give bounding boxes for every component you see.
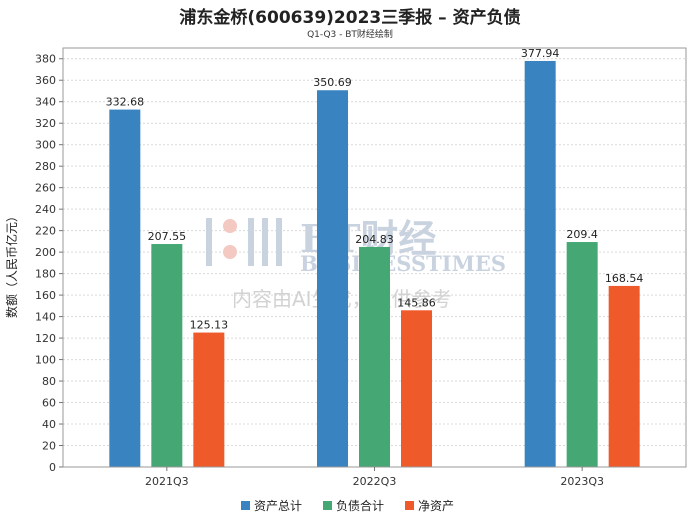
y-tick-label: 320 [35,117,56,130]
bar-0-2 [524,60,556,468]
y-tick-label: 0 [49,461,56,474]
bar-1-0 [151,244,183,467]
bar-1-1 [359,246,390,467]
data-labels: 332.68 207.55 125.13 350.69 204.83 145.86 377.… [106,47,644,332]
y-tick-label: 160 [35,289,56,302]
legend: 资产总计 负债合计 净资产 [241,498,454,513]
bar-1-2 [566,242,598,467]
y-tick-label: 360 [35,74,56,87]
x-tick-label: 2021Q3 [145,475,189,488]
y-tick-label: 200 [35,246,56,259]
y-tick-label: 140 [35,311,56,324]
bar-2-2 [608,285,640,467]
bar-2-0 [193,332,225,467]
y-tick-label: 380 [35,53,56,66]
legend-swatch-0 [241,501,250,510]
data-label-1-2: 209.4 [566,228,598,241]
data-label-1-1: 204.83 [355,233,394,246]
data-label-1-0: 207.55 [148,230,187,243]
bar-0-1 [317,90,348,468]
y-tick-label: 120 [35,332,56,345]
y-tick-label: 20 [42,440,56,453]
legend-label-1: 负债合计 [336,498,384,513]
y-tick-label: 40 [42,418,56,431]
legend-swatch-2 [405,501,414,510]
chart-subtitle: Q1-Q3 - BT财经绘制 [307,30,393,40]
y-axis-title: 数额（人民币亿元） [4,210,19,318]
x-tick-label: 2022Q3 [353,475,397,488]
chart-title: 浦东金桥(600639)2023三季报 – 资产负债 [179,8,521,28]
axes: 0 20 40 60 80 100 120 140 160 180 200 220 240 260 280 3… [35,47,687,488]
y-tick-label: 100 [35,354,56,367]
y-tick-label: 80 [42,375,56,388]
data-label-2-0: 125.13 [190,319,229,332]
y-tick-label: 260 [35,182,56,195]
legend-label-2: 净资产 [418,499,454,513]
y-tick-label: 240 [35,203,56,216]
bars [109,60,640,468]
bar-2-1 [401,310,432,467]
data-label-0-0: 332.68 [106,96,145,109]
data-label-0-2: 377.94 [521,47,560,60]
data-label-0-1: 350.69 [313,76,352,89]
x-tick-label: 2023Q3 [560,475,604,488]
data-label-2-1: 145.86 [397,296,436,309]
legend-label-0: 资产总计 [254,499,302,513]
y-tick-label: 220 [35,225,56,238]
data-label-2-2: 168.54 [605,272,644,285]
y-tick-label: 180 [35,268,56,281]
y-tick-label: 60 [42,397,56,410]
bar-0-0 [109,109,141,467]
y-tick-label: 280 [35,160,56,173]
y-tick-label: 300 [35,139,56,152]
legend-swatch-1 [323,501,332,510]
y-tick-label: 340 [35,96,56,109]
watermark-logo-icon [206,218,282,266]
